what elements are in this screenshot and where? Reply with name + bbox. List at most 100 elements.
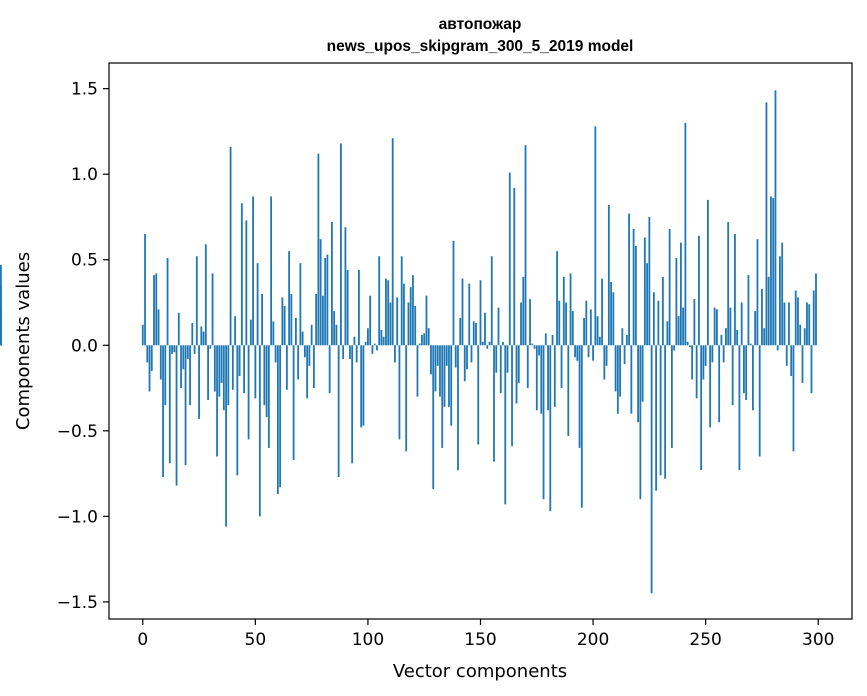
bar (439, 345, 441, 397)
bar (276, 345, 279, 495)
bar (463, 345, 466, 382)
bar (670, 345, 673, 448)
bar (396, 297, 399, 346)
chart-subtitle: news_upos_skipgram_300_5_2019 model (327, 38, 634, 55)
bar (499, 345, 502, 394)
x-tick-label: 250 (689, 630, 721, 650)
bar (610, 281, 612, 346)
bar (403, 283, 405, 346)
bar (227, 345, 230, 406)
bar (211, 273, 214, 346)
bar (517, 345, 520, 383)
bar (173, 345, 176, 353)
bar (351, 345, 354, 464)
bar (623, 345, 626, 365)
bar (454, 345, 457, 368)
bar (434, 345, 437, 392)
bar (486, 345, 489, 349)
bar (515, 345, 518, 404)
bar (391, 138, 394, 346)
bar (303, 345, 306, 358)
bar (779, 256, 781, 346)
bar (765, 102, 768, 346)
bar (448, 345, 450, 407)
bar (207, 345, 209, 401)
bar (815, 273, 817, 346)
bar (146, 345, 149, 363)
bar (657, 300, 660, 346)
bar (416, 345, 419, 397)
bar (616, 345, 619, 414)
bar (808, 304, 811, 346)
bar (569, 273, 572, 346)
bar (414, 305, 417, 346)
bar (524, 145, 527, 346)
bar (587, 345, 590, 358)
bar (222, 345, 225, 411)
bar (288, 251, 291, 346)
bar (538, 345, 540, 356)
bar (614, 345, 617, 392)
bar (553, 345, 556, 407)
bar (790, 345, 793, 377)
bar (331, 222, 333, 346)
bar (598, 336, 601, 346)
bar (628, 213, 630, 346)
bar (150, 345, 153, 371)
y-tick-label: 1.5 (71, 80, 98, 100)
bar (711, 345, 714, 363)
bar (783, 302, 786, 346)
bar (776, 345, 779, 351)
bar (601, 278, 603, 346)
bar (576, 345, 579, 361)
bar (679, 242, 682, 346)
bar (283, 305, 286, 346)
bar (362, 345, 365, 426)
bar (335, 324, 338, 346)
bar (168, 345, 171, 464)
bar (797, 297, 799, 346)
y-tick-label: 1.0 (71, 165, 98, 185)
bar (752, 345, 754, 411)
bar (423, 333, 426, 346)
bar (159, 345, 162, 380)
bar (164, 345, 167, 406)
bar (466, 345, 468, 370)
bar (245, 220, 248, 346)
bar (285, 345, 288, 390)
bar (337, 345, 340, 478)
bar (306, 345, 309, 399)
bar (421, 335, 423, 346)
bar (166, 258, 169, 346)
bar (506, 345, 509, 373)
bar (312, 345, 315, 389)
bar (655, 345, 658, 491)
bar (477, 345, 480, 445)
bar (418, 343, 421, 346)
bar (513, 187, 516, 346)
bar (806, 302, 808, 346)
bar (682, 307, 685, 346)
bar (702, 345, 705, 380)
bar (153, 275, 155, 346)
x-tick-label: 50 (245, 630, 267, 650)
bar (544, 333, 547, 346)
bar (774, 90, 777, 346)
bar (497, 307, 500, 346)
bar (457, 345, 459, 471)
bar (704, 345, 707, 366)
bar (666, 321, 669, 346)
bar (772, 198, 775, 346)
bar (713, 307, 716, 346)
bar (342, 345, 345, 359)
bar (294, 317, 297, 346)
bar (490, 256, 493, 346)
bar (677, 316, 680, 346)
bar (533, 345, 536, 349)
bar (632, 228, 635, 346)
bar (252, 196, 254, 346)
bar (493, 345, 495, 462)
bar (531, 343, 534, 346)
x-tick-label: 100 (352, 630, 384, 650)
